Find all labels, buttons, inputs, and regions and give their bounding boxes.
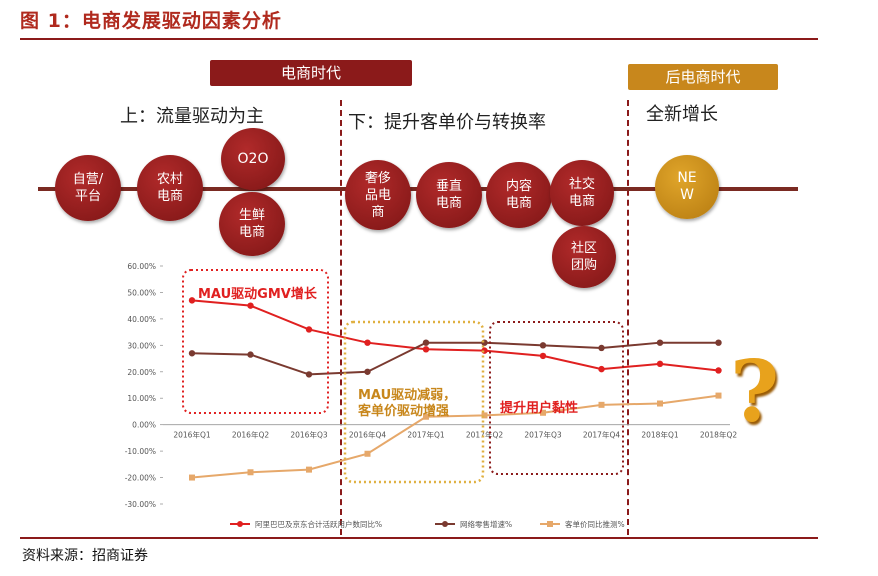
series-point-2 (189, 474, 195, 481)
y-tick-label: -30.00% (125, 500, 156, 509)
y-tick-label: 30.00% (127, 341, 156, 350)
y-tick-label: -10.00% (125, 447, 156, 456)
series-point-1 (656, 339, 664, 346)
highlight-box-stickiness (489, 321, 624, 475)
bubble-luxury-ecommerce: 奢侈 品电 商 (345, 160, 411, 230)
series-point-0 (305, 326, 313, 333)
series-point-2 (306, 466, 312, 473)
series-point-0 (656, 360, 664, 368)
series-point-1 (539, 342, 547, 349)
legend-label: 客单价同比推测% (565, 519, 625, 529)
annotation-mau-weakening: MAU驱动减弱， (358, 387, 456, 403)
x-tick-label: 2016年Q3 (290, 430, 327, 440)
phase-second-label: 下：提升客单价与转换率 (348, 112, 546, 133)
series-point-2 (423, 413, 429, 420)
annotation-mau-drives-gmv: MAU驱动GMV增长 (198, 286, 318, 302)
series-point-0 (598, 365, 605, 373)
source-rule (20, 537, 818, 539)
annotation-price-strengthening: 客单价驱动增强 (358, 403, 449, 419)
source-note: 资料来源：招商证券 (22, 548, 148, 564)
x-tick-label: 2017年Q3 (524, 430, 561, 440)
bubble-new: NE W (655, 155, 719, 219)
y-tick-label: 20.00% (127, 368, 156, 377)
x-tick-label: 2017年Q2 (466, 430, 503, 440)
bubble-o2o: O2O (221, 128, 285, 190)
y-tick-label: -20.00% (125, 474, 156, 483)
highlight-box-mau (182, 269, 329, 414)
phase-first-label: 上：流量驱动为主 (120, 106, 264, 127)
series-line-1 (191, 341, 719, 376)
series-point-0 (188, 297, 196, 304)
series-point-2 (481, 412, 488, 419)
x-tick-label: 2018年Q2 (700, 430, 737, 440)
bubble-vertical-ecommerce: 垂直 电商 (416, 162, 482, 228)
title-rule (20, 38, 818, 40)
series-point-0 (539, 352, 547, 360)
series-point-2 (715, 392, 722, 399)
x-tick-label: 2017年Q1 (407, 430, 444, 440)
bubble-social-ecommerce: 社交 电商 (550, 160, 614, 226)
series-point-1 (422, 339, 430, 346)
x-tick-label: 2018年Q1 (641, 430, 678, 440)
era-ecommerce-banner: 电商时代 (210, 60, 412, 86)
series-point-1 (305, 371, 313, 378)
legend-swatch-marker (442, 521, 448, 527)
series-point-1 (188, 350, 196, 357)
question-mark-icon: ? (730, 342, 780, 441)
legend-swatch-marker (547, 521, 553, 527)
legend-label: 网络零售增速% (460, 519, 512, 529)
y-tick-label: 0.00% (132, 421, 156, 430)
annotation-user-stickiness: 提升用户黏性 (500, 400, 578, 416)
y-tick-label: 60.00% (127, 262, 156, 271)
x-tick-label: 2016年Q1 (173, 430, 210, 440)
series-point-1 (481, 339, 488, 346)
legend-label: 阿里巴巴及京东合计活跃用户数同比% (255, 519, 382, 529)
bubble-fresh-ecommerce: 生鲜 电商 (219, 192, 285, 256)
highlight-box-transition (343, 320, 485, 484)
x-tick-label: 2016年Q4 (349, 430, 386, 440)
series-point-2 (598, 401, 605, 408)
figure-title: 图 1：电商发展驱动因素分析 (20, 10, 282, 32)
series-line-2 (191, 394, 719, 479)
bubble-community-group-buy: 社区 团购 (552, 226, 616, 288)
series-point-2 (247, 469, 254, 476)
series-point-1 (598, 344, 605, 352)
era-post-ecommerce-banner: 后电商时代 (628, 64, 778, 90)
x-tick-label: 2017年Q4 (583, 430, 620, 440)
phase-third-label: 全新增长 (646, 104, 718, 125)
series-point-1 (715, 339, 722, 346)
y-tick-label: 10.00% (127, 394, 156, 403)
series-point-2 (364, 450, 371, 457)
series-point-2 (540, 409, 546, 416)
divider-line-2 (627, 100, 629, 535)
series-point-1 (364, 368, 371, 375)
y-tick-label: 40.00% (127, 315, 156, 324)
bubble-content-ecommerce: 内容 电商 (486, 162, 552, 228)
series-point-0 (247, 302, 254, 309)
series-point-0 (715, 367, 722, 374)
series-point-0 (422, 346, 430, 353)
divider-line-1 (340, 100, 342, 535)
series-point-0 (364, 339, 371, 346)
legend-swatch-marker (237, 521, 243, 527)
bubble-self-operated-platform: 自营/ 平台 (55, 155, 121, 221)
series-line-0 (191, 299, 719, 372)
series-point-1 (247, 351, 254, 358)
x-tick-label: 2016年Q2 (232, 430, 269, 440)
series-point-2 (657, 400, 663, 407)
y-tick-label: 50.00% (127, 288, 156, 297)
bubble-rural-ecommerce: 农村 电商 (137, 155, 203, 221)
